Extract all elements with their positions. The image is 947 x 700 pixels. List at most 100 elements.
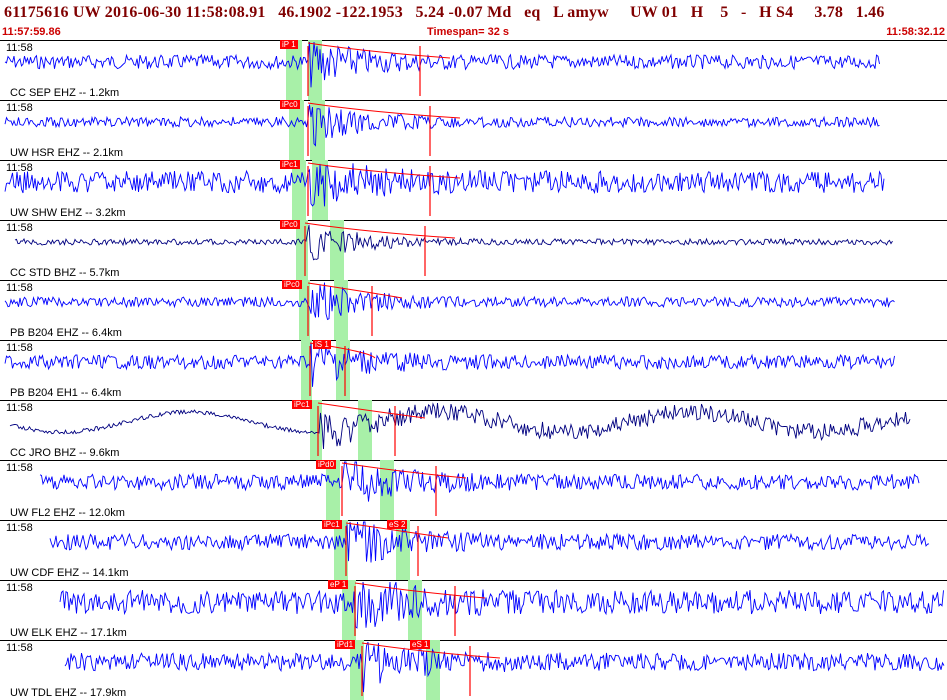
pick-window [380, 460, 394, 520]
waveform-panel[interactable]: iPd0 11:58 UW FL2 EHZ -- 12.0km [0, 460, 947, 520]
waveform-panel[interactable]: iPd1 eS 1 11:58 UW TDL EHZ -- 17.9km [0, 640, 947, 700]
pick-window [330, 220, 344, 280]
waveform-panel[interactable]: iPc1 11:58 CC JRO BHZ -- 9.6km [0, 400, 947, 460]
coda-decay-curve [317, 402, 426, 419]
panel-time-label: 11:58 [6, 102, 33, 114]
panel-divider [0, 40, 947, 100]
panel-time-label: 11:58 [6, 222, 33, 234]
seismogram-line [64, 641, 945, 693]
panel-time-label: 11:58 [6, 282, 33, 294]
panel-time-label: 11:58 [6, 162, 33, 174]
coda-decay-curve [307, 282, 403, 299]
station-channel-label: CC SEP EHZ -- 1.2km [10, 87, 120, 99]
event-summary-title: 61175616 UW 2016-06-30 11:58:08.91 46.19… [4, 4, 885, 21]
waveform-panel[interactable]: iPc1 11:58 UW SHW EHZ -- 3.2km [0, 160, 947, 220]
waveform-trace[interactable] [0, 400, 947, 460]
panel-divider [0, 340, 947, 400]
panel-time-label: 11:58 [6, 522, 33, 534]
waveform-trace[interactable] [0, 340, 947, 400]
seismogram-line [9, 402, 911, 450]
waveform-trace[interactable] [0, 580, 947, 640]
pick-window [336, 340, 350, 400]
coda-decay-curve [345, 522, 449, 539]
phase-pick-label[interactable]: iP 1 [280, 40, 298, 49]
pick-window [396, 520, 410, 580]
panel-divider [0, 220, 947, 280]
station-channel-label: CC STD BHZ -- 5.7km [10, 267, 120, 279]
seismogram-line [4, 41, 880, 88]
waveform-panel[interactable]: iPc0 11:58 PB B204 EHZ -- 6.4km [0, 280, 947, 340]
phase-pick-label[interactable]: iPc1 [292, 400, 312, 409]
pick-window [310, 100, 325, 160]
s-phase-pick-label[interactable]: eS 2 [387, 520, 408, 529]
station-channel-label: UW SHW EHZ -- 3.2km [10, 207, 126, 219]
waveform-trace[interactable] [0, 160, 947, 220]
seismogram-line [4, 282, 895, 321]
station-channel-label: PB B204 EHZ -- 6.4km [10, 327, 122, 339]
pick-window [334, 520, 348, 580]
seismogram-line [4, 104, 880, 147]
phase-pick-label[interactable]: iPc1 [322, 520, 342, 529]
pick-window [299, 280, 310, 340]
station-channel-label: PB B204 EH1 -- 6.4km [10, 387, 122, 399]
panel-divider [0, 580, 947, 640]
waveform-trace[interactable] [0, 520, 947, 580]
start-time-label: 11:57:59.86 [2, 26, 61, 38]
coda-decay-curve [361, 642, 501, 659]
seismogram-line [14, 224, 893, 261]
waveform-panels[interactable]: iP 1 11:58 CC SEP EHZ -- 1.2km iPc0 11:5… [0, 40, 947, 700]
waveform-panel[interactable]: iPc1 eS 2 11:58 UW CDF EHZ -- 14.1km [0, 520, 947, 580]
panel-time-label: 11:58 [6, 642, 33, 654]
pick-window [301, 340, 312, 400]
waveform-panel[interactable]: iS 1 11:58 PB B204 EH1 -- 6.4km [0, 340, 947, 400]
seismogram-line [39, 461, 920, 502]
waveform-trace[interactable] [0, 40, 947, 100]
phase-pick-label[interactable]: iS 1 [313, 340, 331, 349]
phase-pick-label[interactable]: iPd0 [316, 460, 337, 469]
phase-pick-label[interactable]: iPd1 [335, 640, 356, 649]
phase-pick-label[interactable]: iPc1 [280, 160, 300, 169]
waveform-trace[interactable] [0, 460, 947, 520]
pick-window [342, 580, 356, 640]
seismogram-line [49, 521, 930, 563]
phase-pick-label[interactable]: iPc0 [280, 100, 300, 109]
coda-decay-curve [307, 42, 451, 59]
panel-time-label: 11:58 [6, 402, 33, 414]
pick-window [408, 580, 422, 640]
coda-decay-curve [307, 162, 461, 179]
waveform-trace[interactable] [0, 280, 947, 340]
panel-time-label: 11:58 [6, 42, 33, 54]
pick-window [296, 220, 308, 280]
time-axis-row: 11:57:59.86 Timespan= 32 s 11:58:32.12 [0, 26, 947, 38]
station-channel-label: UW FL2 EHZ -- 12.0km [10, 507, 125, 519]
panel-divider [0, 280, 947, 340]
coda-decay-curve [307, 102, 461, 119]
waveform-panel[interactable]: iP 1 11:58 CC SEP EHZ -- 1.2km [0, 40, 947, 100]
station-channel-label: UW ELK EHZ -- 17.1km [10, 627, 127, 639]
waveform-panel[interactable]: eP 1 11:58 UW ELK EHZ -- 17.1km [0, 580, 947, 640]
s-phase-pick-label[interactable]: eS 1 [410, 640, 431, 649]
waveform-trace[interactable] [0, 220, 947, 280]
panel-divider [0, 400, 947, 460]
panel-divider [0, 640, 947, 700]
station-channel-label: CC JRO BHZ -- 9.6km [10, 447, 120, 459]
pick-window [326, 460, 340, 520]
panel-time-label: 11:58 [6, 342, 33, 354]
pick-window [289, 100, 304, 160]
waveform-trace[interactable] [0, 640, 947, 700]
panel-divider [0, 160, 947, 220]
seismogram-line [4, 341, 895, 387]
pick-window [426, 640, 440, 700]
phase-pick-label[interactable]: iPc0 [280, 220, 300, 229]
station-channel-label: UW CDF EHZ -- 14.1km [10, 567, 129, 579]
phase-pick-label[interactable]: eP 1 [328, 580, 349, 589]
waveform-panel[interactable]: iPc0 11:58 CC STD BHZ -- 5.7km [0, 220, 947, 280]
event-header: 61175616 UW 2016-06-30 11:58:08.91 46.19… [0, 0, 947, 26]
station-channel-label: UW TDL EHZ -- 17.9km [10, 687, 127, 699]
waveform-panel[interactable]: iPc0 11:58 UW HSR EHZ -- 2.1km [0, 100, 947, 160]
phase-pick-label[interactable]: iPc0 [282, 280, 302, 289]
panel-time-label: 11:58 [6, 462, 33, 474]
coda-decay-curve [304, 222, 456, 239]
waveform-trace[interactable] [0, 100, 947, 160]
station-channel-label: UW HSR EHZ -- 2.1km [10, 147, 124, 159]
